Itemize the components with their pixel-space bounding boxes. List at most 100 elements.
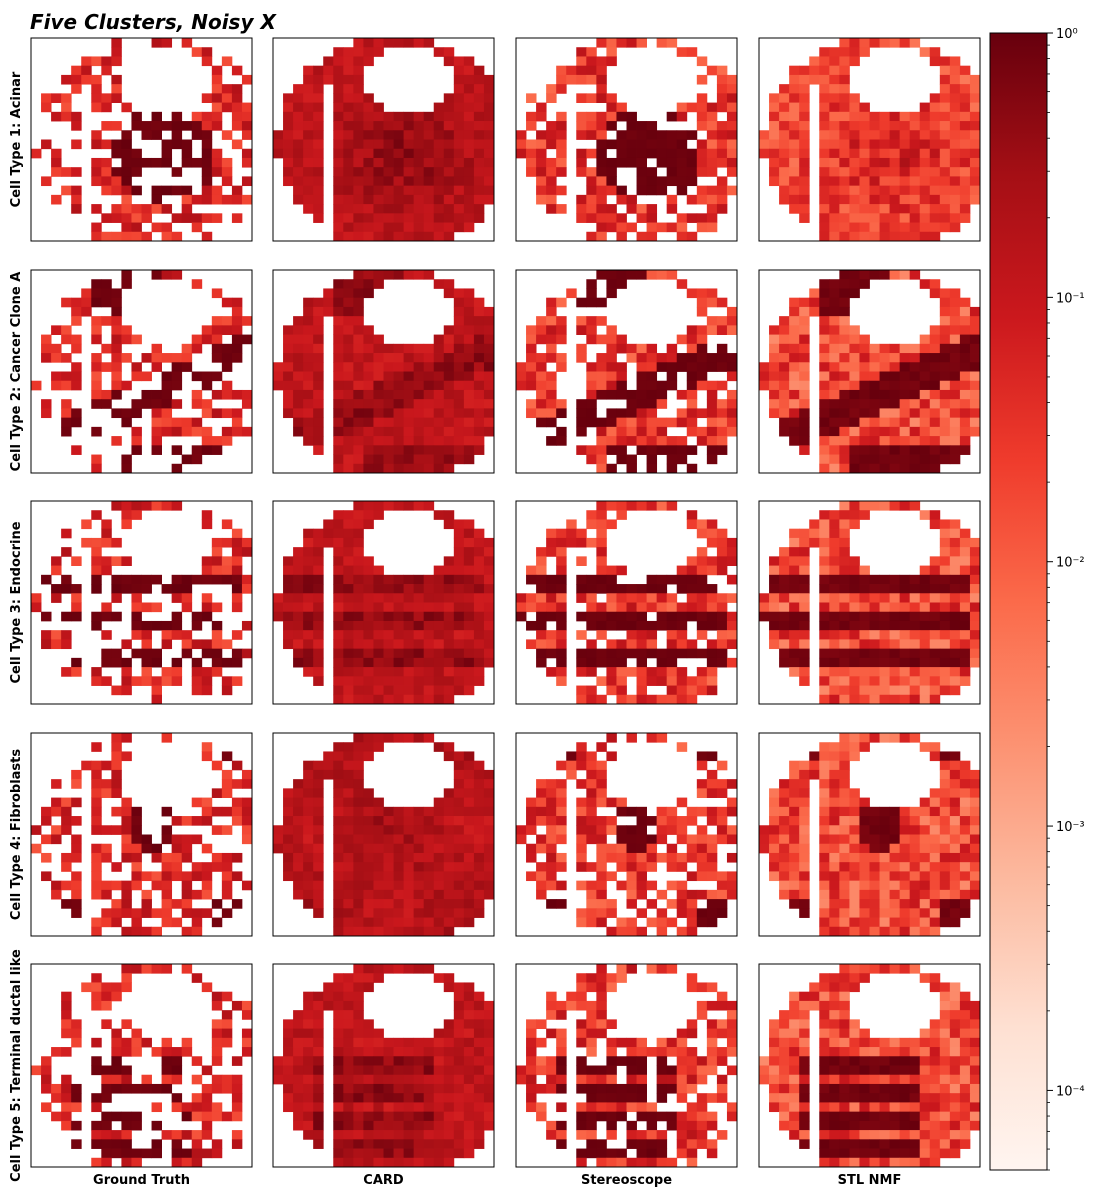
heatmap-cell <box>646 917 658 928</box>
heatmap-cell <box>606 639 617 650</box>
heatmap-cell <box>161 139 173 150</box>
heatmap-cell <box>131 148 142 159</box>
heatmap-cell <box>636 399 647 409</box>
heatmap-cell <box>211 343 223 354</box>
heatmap-cell <box>443 908 455 918</box>
heatmap-cell <box>453 908 465 918</box>
heatmap-cell <box>313 528 324 539</box>
heatmap-cell <box>161 353 173 363</box>
heatmap-cell <box>393 926 404 937</box>
heatmap-cell <box>161 1083 173 1094</box>
heatmap-cell <box>889 362 901 372</box>
heatmap-cell <box>879 426 890 437</box>
heatmap-cell <box>403 222 415 233</box>
heatmap-cell <box>443 325 455 335</box>
heatmap-cell <box>131 222 142 233</box>
heatmap-cell <box>363 519 374 530</box>
heatmap-cell <box>151 852 162 863</box>
heatmap-cell <box>473 1037 485 1048</box>
heatmap-cell <box>423 964 435 974</box>
heatmap-cell <box>333 852 344 863</box>
heatmap-cell <box>596 584 607 594</box>
heatmap-cell <box>839 139 850 150</box>
heatmap-cell <box>666 222 678 233</box>
heatmap-cell <box>453 565 465 576</box>
heatmap-cell <box>61 1083 72 1094</box>
heatmap-cell <box>889 445 901 455</box>
heatmap-cell <box>141 1037 152 1048</box>
heatmap-cell <box>969 889 981 900</box>
heatmap-cell <box>656 648 668 659</box>
heatmap-cell <box>869 148 880 159</box>
heatmap-cell <box>536 834 547 845</box>
heatmap-cell <box>716 788 728 798</box>
heatmap-cell <box>929 463 941 474</box>
heatmap-cell <box>111 1148 122 1159</box>
heatmap-cell <box>453 325 465 335</box>
heatmap-cell <box>463 1000 475 1011</box>
heatmap-cell <box>586 130 597 140</box>
heatmap-cell <box>333 593 344 603</box>
heatmap-cell <box>586 399 597 409</box>
heatmap-cell <box>283 102 294 113</box>
heatmap-cell <box>696 194 708 205</box>
heatmap-cell <box>211 1047 223 1057</box>
heatmap-cell <box>919 417 931 428</box>
heatmap-cell <box>51 1093 62 1103</box>
heatmap-cell <box>839 639 850 650</box>
heatmap-cell <box>929 880 941 891</box>
heatmap-cell <box>596 908 607 918</box>
heatmap-cell <box>829 353 840 363</box>
heatmap-cell <box>899 574 911 585</box>
heatmap-cell <box>849 353 860 363</box>
heatmap-cell <box>696 751 708 762</box>
heatmap-cell <box>131 371 142 382</box>
heatmap-cell <box>789 111 800 122</box>
heatmap-cell <box>443 288 455 299</box>
heatmap-cell <box>333 167 344 177</box>
heatmap-cell <box>849 602 860 613</box>
heatmap-cell <box>536 408 547 419</box>
heatmap-cell <box>789 862 800 872</box>
heatmap-cell <box>869 630 880 640</box>
heatmap-cell <box>959 65 971 76</box>
heatmap-cell <box>706 204 718 214</box>
heatmap-cell <box>949 889 961 900</box>
heatmap-cell <box>819 556 830 566</box>
heatmap-cell <box>413 908 425 918</box>
heatmap-cell <box>859 334 870 345</box>
heatmap-cell <box>71 797 82 808</box>
heatmap-cell <box>453 65 465 76</box>
heatmap-cell <box>656 380 668 391</box>
heatmap-cell <box>779 602 790 613</box>
heatmap-cell <box>516 130 527 140</box>
heatmap-cell <box>483 1056 495 1066</box>
heatmap-cell <box>889 657 901 668</box>
heatmap-cell <box>839 501 850 511</box>
heatmap-cell <box>829 519 840 530</box>
heatmap-cell <box>71 899 82 909</box>
heatmap-cell <box>201 1093 213 1103</box>
heatmap-cell <box>909 862 921 872</box>
heatmap-cell <box>453 788 465 798</box>
heatmap-cell <box>353 852 364 863</box>
heatmap-cell <box>799 111 810 122</box>
heatmap-cell <box>939 565 951 576</box>
heatmap-cell <box>473 1074 485 1085</box>
heatmap-cell <box>849 121 860 131</box>
heatmap-cell <box>819 760 830 771</box>
heatmap-cell <box>819 353 830 363</box>
heatmap-cell <box>363 417 374 428</box>
heatmap-cell <box>313 657 324 668</box>
heatmap-cell <box>919 611 931 622</box>
panel-frame <box>758 500 981 705</box>
heatmap-cell <box>283 797 294 808</box>
heatmap-cell <box>403 148 415 159</box>
heatmap-cell <box>373 630 384 640</box>
heatmap-cell <box>51 825 62 835</box>
heatmap-cell <box>889 733 901 743</box>
heatmap-cell <box>383 380 394 391</box>
heatmap-cell <box>111 584 122 594</box>
heatmap-cell <box>536 788 547 798</box>
heatmap-cell <box>293 1093 304 1103</box>
